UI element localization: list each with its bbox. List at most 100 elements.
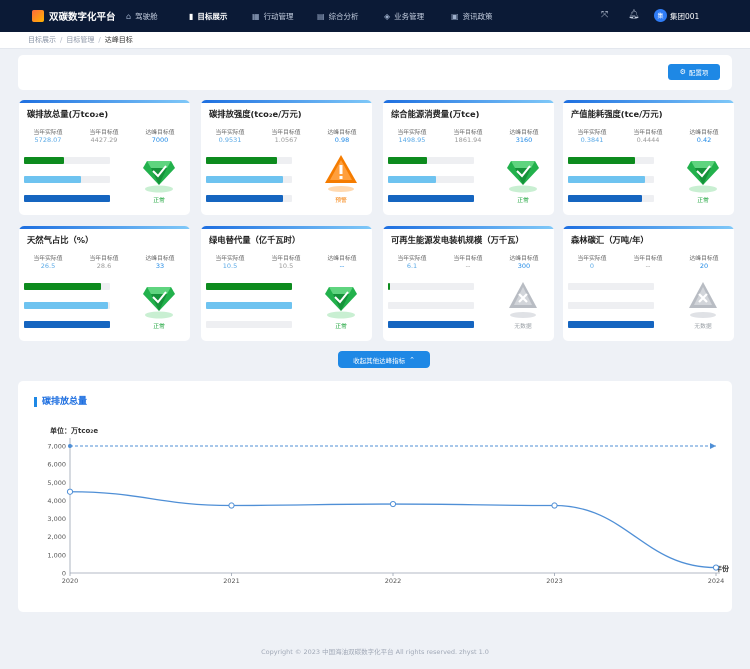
nav-item-1[interactable]: ▮ 目标展示 [189,0,227,32]
peak-target-bar [388,321,474,328]
actual-series-point [66,488,74,495]
check-gem-icon [683,151,723,197]
nav-item-label: 业务管理 [394,11,425,21]
actual-series-point [712,564,720,571]
y-tick-label: 6,000 [47,461,66,469]
indicator-card[interactable]: 绿电替代量（亿千瓦时） 当年实际值 10.5 当年目标值 10.5 达峰目标值 -- 正常 [201,226,372,341]
x-axis-label: 年份 [715,564,730,573]
bell-icon[interactable]: 🔔︎ [628,10,640,20]
bar-fill [24,157,65,164]
status-label: 正常 [153,198,165,204]
nav-item-5[interactable]: ▣ 资讯政策 [451,0,493,32]
stat-label: 达峰目标值 [689,130,719,136]
year-target-bar [388,302,474,309]
breadcrumb-item[interactable]: 目标管理 [66,36,95,44]
stat-label: 当年实际值 [33,256,63,262]
stat-value: -- [645,262,651,270]
stat-label: 当年实际值 [215,256,245,262]
indicator-card[interactable]: 碳排放总量(万tco₂e) 当年实际值 5728.07 当年目标值 4427.29 达峰目… [19,100,190,215]
stat-value: 20 [699,262,709,270]
stat-value: 7000 [151,136,169,144]
y-axis-label: 单位：万tco₂e [50,426,98,435]
x-tick-label: 2022 [385,577,402,585]
bar-fill [388,176,437,183]
top-navbar: 双碳数字化平台 ⌂ 驾驶舱 ▮ 目标展示 ▦ 行动管理 ▤ 综合分析 ◈ 业务管理 ▣ 资讯政策 ⤧ … [0,0,750,32]
bar-fill [388,321,474,328]
indicator-card[interactable]: 产值能耗强度(tce/万元) 当年实际值 0.3841 当年目标值 0.4444 达峰目标… [563,100,734,215]
nav-item-label: 驾驶舱 [135,11,158,21]
stat-value: 1.0567 [274,136,298,144]
stat-label: 达峰目标值 [509,130,539,136]
bar-fill [568,176,646,183]
bar-fill [206,302,292,309]
bar-fill [568,195,642,202]
indicator-card[interactable]: 森林碳汇（万吨/年） 当年实际值 0 当年目标值 -- 达峰目标值 20 无数据 [563,226,734,341]
year-target-bar [388,176,474,183]
bar-fill [568,157,636,164]
nav-item-label: 行动管理 [263,11,294,21]
target-series-point [68,444,72,448]
nav-item-3[interactable]: ▤ 综合分析 [317,0,359,32]
current-value-bar [388,157,474,164]
stat-label: 当年实际值 [33,130,63,136]
stat-label: 当年目标值 [453,256,483,262]
card-title: 森林碳汇（万吨/年） [571,235,649,245]
nav-item-4[interactable]: ◈ 业务管理 [384,0,424,32]
status-label: 无数据 [694,324,712,330]
stat-value: -- [465,262,471,270]
collapse-button[interactable]: 收起其他达峰指标 ⌃ [338,351,430,368]
nav-item-0[interactable]: ⌂ 驾驶舱 [126,0,158,32]
year-target-bar [206,176,292,183]
target-series-arrow [710,443,716,449]
stat-label: 当年实际值 [215,130,245,136]
nav-item-2[interactable]: ▦ 行动管理 [252,0,294,32]
logo[interactable]: 双碳数字化平台 [32,9,126,23]
breadcrumb-current: 达峰目标 [104,36,133,44]
stat-label: 当年目标值 [271,256,301,262]
avatar[interactable]: 集 [654,9,667,22]
stat-label: 达峰目标值 [689,256,719,262]
status-badge: 正常 [503,151,543,204]
stat-value: 0.4444 [636,136,660,144]
y-tick-label: 0 [62,570,66,578]
stat-label: 达峰目标值 [509,256,539,262]
status-label: 预警 [335,198,347,204]
year-target-bar [24,176,110,183]
actual-series-point [551,502,558,509]
card-title: 天然气占比（%） [27,235,94,245]
actual-series-point [228,502,235,509]
chart-title: 碳排放总量 [34,397,87,407]
nav-item-label: 目标展示 [197,11,228,21]
breadcrumb: 目标展示 / 目标管理 / 达峰目标 [0,32,750,49]
gear-icon: ⚙ [679,68,686,76]
logo-icon [32,10,44,22]
x-tick-label: 2024 [708,577,725,585]
stat-value: 26.5 [40,262,56,270]
status-label: 无数据 [514,324,532,330]
stat-label: 当年目标值 [453,130,483,136]
peak-target-bar [206,195,292,202]
check-gem-icon [503,151,543,197]
status-label: 正常 [517,198,529,204]
peak-target-bar [24,321,110,328]
card-title: 碳排放总量(万tco₂e) [27,109,109,119]
indicator-card[interactable]: 可再生能源发电装机规模（万千瓦） 当年实际值 6.1 当年目标值 -- 达峰目标值 300 无… [383,226,554,341]
card-title: 绿电替代量（亿千瓦时） [209,235,301,245]
news-icon: ▣ [451,11,459,21]
current-value-bar [24,157,110,164]
config-button[interactable]: ⚙ 配置项 [668,64,720,80]
stat-label: 当年目标值 [89,256,119,262]
status-badge: 正常 [139,151,179,204]
indicator-card[interactable]: 综合能源消费量(万tce) 当年实际值 1498.95 当年目标值 1861.94 达峰目… [383,100,554,215]
indicator-card[interactable]: 天然气占比（%） 当年实际值 26.5 当年目标值 28.6 达峰目标值 33 正常 [19,226,190,341]
bar-fill [206,195,284,202]
nav-item-label: 综合分析 [328,11,359,21]
warning-triangle-icon [321,151,361,197]
stat-value: 10.5 [278,262,294,270]
fullscreen-icon[interactable]: ⤧ [601,10,609,20]
status-badge: 无数据 [683,277,723,330]
user-name[interactable]: 集团001 [670,12,700,21]
current-value-bar [206,283,292,290]
breadcrumb-item[interactable]: 目标展示 [28,36,56,44]
indicator-card[interactable]: 碳排放强度(tco₂e/万元) 当年实际值 0.9531 当年目标值 1.0567 达峰目… [201,100,372,215]
